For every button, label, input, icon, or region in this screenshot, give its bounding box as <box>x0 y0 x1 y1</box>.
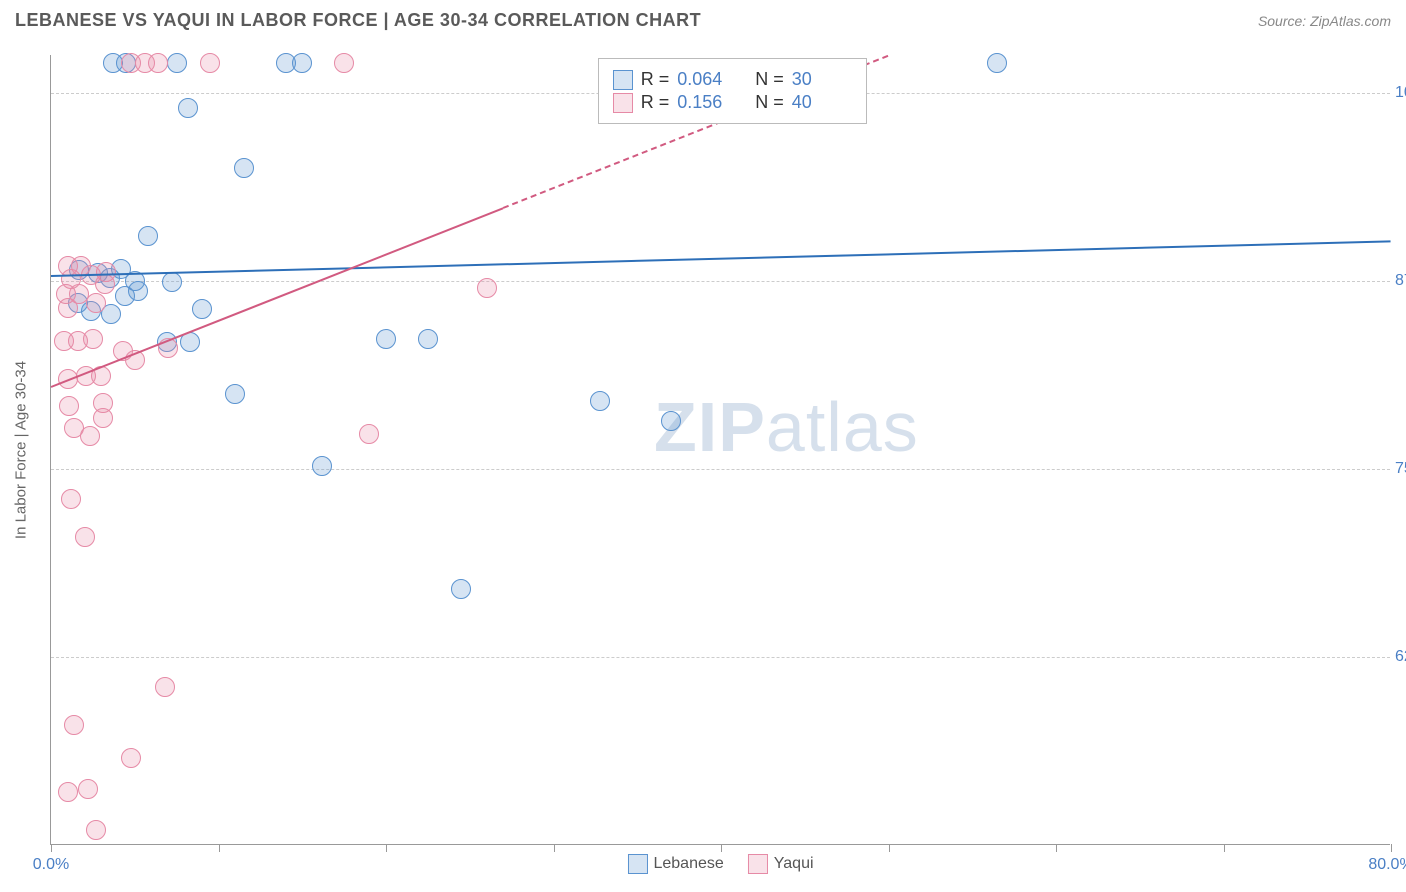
gridline <box>51 281 1390 282</box>
scatter-point-lebanese <box>178 98 198 118</box>
scatter-point-lebanese <box>661 411 681 431</box>
y-tick-label: 75.0% <box>1395 460 1406 478</box>
legend-item: Lebanese <box>627 854 723 874</box>
scatter-point-yaqui <box>75 527 95 547</box>
x-tick <box>1391 844 1392 852</box>
legend-label: Yaqui <box>774 855 814 873</box>
scatter-point-yaqui <box>59 396 79 416</box>
legend-n-value: 30 <box>792 69 852 90</box>
scatter-point-yaqui <box>359 424 379 444</box>
scatter-point-yaqui <box>58 782 78 802</box>
y-axis-label: In Labor Force | Age 30-34 <box>13 360 30 538</box>
x-tick-label: 80.0% <box>1368 856 1406 874</box>
series-legend: Lebanese Yaqui <box>627 854 813 874</box>
scatter-point-lebanese <box>376 329 396 349</box>
chart-title: LEBANESE VS YAQUI IN LABOR FORCE | AGE 3… <box>15 10 701 31</box>
scatter-point-lebanese <box>590 391 610 411</box>
scatter-point-lebanese <box>138 226 158 246</box>
scatter-point-lebanese <box>128 281 148 301</box>
scatter-point-lebanese <box>312 456 332 476</box>
x-tick <box>1224 844 1225 852</box>
scatter-point-yaqui <box>95 274 115 294</box>
legend-row: R = 0.156 N = 40 <box>613 92 852 113</box>
x-tick <box>51 844 52 852</box>
scatter-point-yaqui <box>155 677 175 697</box>
scatter-point-yaqui <box>477 278 497 298</box>
legend-row: R = 0.064 N = 30 <box>613 69 852 90</box>
x-tick <box>554 844 555 852</box>
scatter-point-yaqui <box>64 715 84 735</box>
chart-source: Source: ZipAtlas.com <box>1258 13 1391 29</box>
scatter-point-lebanese <box>167 53 187 73</box>
gridline <box>51 657 1390 658</box>
scatter-point-yaqui <box>86 820 106 840</box>
x-tick-label: 0.0% <box>33 856 69 874</box>
scatter-point-yaqui <box>83 329 103 349</box>
correlation-legend: R = 0.064 N = 30R = 0.156 N = 40 <box>598 58 867 124</box>
legend-label: Lebanese <box>653 855 723 873</box>
legend-r-label: R = <box>641 69 670 90</box>
x-tick <box>1056 844 1057 852</box>
legend-n-value: 40 <box>792 92 852 113</box>
scatter-point-lebanese <box>987 53 1007 73</box>
scatter-point-yaqui <box>121 748 141 768</box>
legend-n-label: N = <box>745 92 784 113</box>
scatter-point-lebanese <box>225 384 245 404</box>
regression-line <box>51 240 1391 277</box>
y-tick-label: 62.5% <box>1395 648 1406 666</box>
chart-header: LEBANESE VS YAQUI IN LABOR FORCE | AGE 3… <box>0 0 1406 36</box>
scatter-point-yaqui <box>148 53 168 73</box>
watermark: ZIPatlas <box>654 387 919 467</box>
y-tick-label: 100.0% <box>1395 84 1406 102</box>
scatter-point-yaqui <box>334 53 354 73</box>
legend-n-label: N = <box>745 69 784 90</box>
legend-r-value: 0.156 <box>677 92 737 113</box>
scatter-point-yaqui <box>80 426 100 446</box>
scatter-point-lebanese <box>162 272 182 292</box>
y-tick-label: 87.5% <box>1395 272 1406 290</box>
scatter-point-yaqui <box>78 779 98 799</box>
legend-r-value: 0.064 <box>677 69 737 90</box>
scatter-point-lebanese <box>418 329 438 349</box>
x-tick <box>889 844 890 852</box>
x-tick <box>219 844 220 852</box>
legend-item: Yaqui <box>748 854 814 874</box>
scatter-point-yaqui <box>200 53 220 73</box>
legend-r-label: R = <box>641 92 670 113</box>
x-tick <box>386 844 387 852</box>
x-tick <box>721 844 722 852</box>
scatter-point-lebanese <box>234 158 254 178</box>
scatter-point-lebanese <box>451 579 471 599</box>
scatter-point-lebanese <box>192 299 212 319</box>
scatter-chart: In Labor Force | Age 30-34 62.5%75.0%87.… <box>50 55 1390 845</box>
scatter-point-yaqui <box>58 298 78 318</box>
legend-swatch <box>748 854 768 874</box>
legend-swatch <box>613 70 633 90</box>
legend-swatch <box>627 854 647 874</box>
gridline <box>51 469 1390 470</box>
scatter-point-yaqui <box>93 408 113 428</box>
legend-swatch <box>613 93 633 113</box>
scatter-point-yaqui <box>61 489 81 509</box>
scatter-point-lebanese <box>292 53 312 73</box>
scatter-point-yaqui <box>86 293 106 313</box>
